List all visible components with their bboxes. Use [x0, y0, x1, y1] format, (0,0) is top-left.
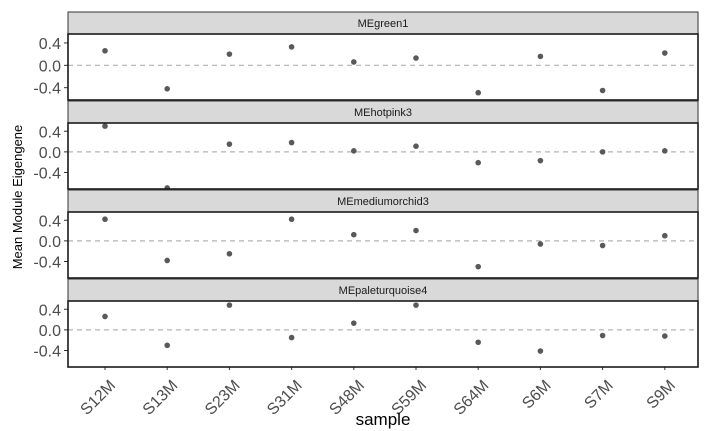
y-tick-label: -0.4	[33, 166, 61, 183]
x-tick-label: S23M	[202, 377, 244, 419]
x-tick-label: S12M	[78, 377, 120, 419]
data-point	[164, 342, 170, 349]
data-point	[662, 232, 668, 239]
y-tick-label: 0.0	[39, 145, 61, 162]
x-tick-label: S9M	[644, 377, 679, 412]
panel-border	[67, 33, 699, 101]
x-tick-label: S64M	[451, 377, 493, 419]
data-point	[288, 44, 295, 50]
x-tick-label: S7M	[581, 377, 616, 412]
data-point	[599, 242, 606, 249]
x-tick-label: S13M	[140, 377, 182, 419]
data-point	[662, 333, 668, 339]
y-tick-label: 0.4	[39, 302, 61, 319]
data-point	[351, 231, 357, 238]
facet-panel: MEhotpink3 0.4 0.0 -0.4	[33, 100, 699, 192]
facet-panel: MEmediumorchid3 0.4 0.0 -0.4	[33, 189, 699, 281]
data-point	[662, 148, 668, 154]
data-point	[164, 257, 170, 264]
data-point	[413, 143, 419, 150]
data-point	[164, 86, 170, 92]
x-tick-label: S31M	[264, 377, 306, 419]
data-point	[599, 149, 606, 155]
data-point	[102, 216, 108, 223]
facet-panels: MEgreen10.40.0-0.4MEhotpink30.40.0-0.4ME…	[33, 11, 699, 370]
facet-strip-label: MEmediumorchid3	[337, 196, 429, 208]
data-point	[413, 55, 419, 61]
data-point	[537, 157, 544, 164]
x-axis-label: sample	[356, 410, 411, 429]
data-point	[475, 263, 482, 270]
y-tick-label: 0.4	[39, 124, 61, 141]
data-point	[226, 250, 233, 257]
data-point	[102, 123, 108, 129]
data-point	[475, 159, 482, 166]
facet-panel: MEgreen1 0.4 0.0 -0.4	[33, 11, 699, 103]
y-tick-label: 0.0	[39, 58, 61, 75]
y-tick-label: 0.4	[39, 213, 61, 230]
y-tick-label: -0.4	[33, 81, 61, 98]
y-tick-label: -0.4	[33, 255, 61, 272]
data-point	[662, 50, 668, 56]
facet-strip-label: MEgreen1	[358, 18, 409, 30]
data-point	[537, 53, 544, 60]
data-point	[102, 313, 108, 320]
panel-border	[67, 300, 699, 368]
data-point	[102, 47, 108, 54]
data-point	[351, 320, 357, 326]
data-point	[413, 302, 419, 308]
y-axis-label: Mean Module Eigengene	[10, 125, 25, 270]
data-point	[288, 216, 295, 223]
data-point	[226, 51, 233, 57]
data-point	[537, 241, 544, 247]
facet-panel: MEpaleturquoise4 0.4 0.0 -0.4	[33, 278, 699, 370]
data-point	[288, 334, 295, 341]
y-tick-label: -0.4	[33, 344, 61, 361]
x-tick-label: S6M	[519, 377, 554, 412]
data-point	[288, 139, 295, 146]
panel-border	[67, 122, 699, 190]
panel-border	[67, 211, 699, 279]
y-tick-label: 0.0	[39, 323, 61, 340]
data-point	[413, 227, 419, 234]
data-point	[475, 339, 482, 346]
data-point	[226, 141, 233, 147]
data-point	[599, 332, 606, 339]
y-tick-label: 0.0	[39, 234, 61, 251]
data-point	[351, 148, 357, 154]
data-point	[475, 89, 482, 96]
data-point	[351, 59, 357, 65]
data-point	[537, 348, 544, 354]
data-point	[226, 302, 233, 308]
facet-strip-label: MEhotpink3	[354, 107, 412, 119]
y-tick-label: 0.4	[39, 36, 61, 53]
facet-strip-label: MEpaleturquoise4	[339, 285, 428, 297]
data-point	[599, 87, 606, 94]
